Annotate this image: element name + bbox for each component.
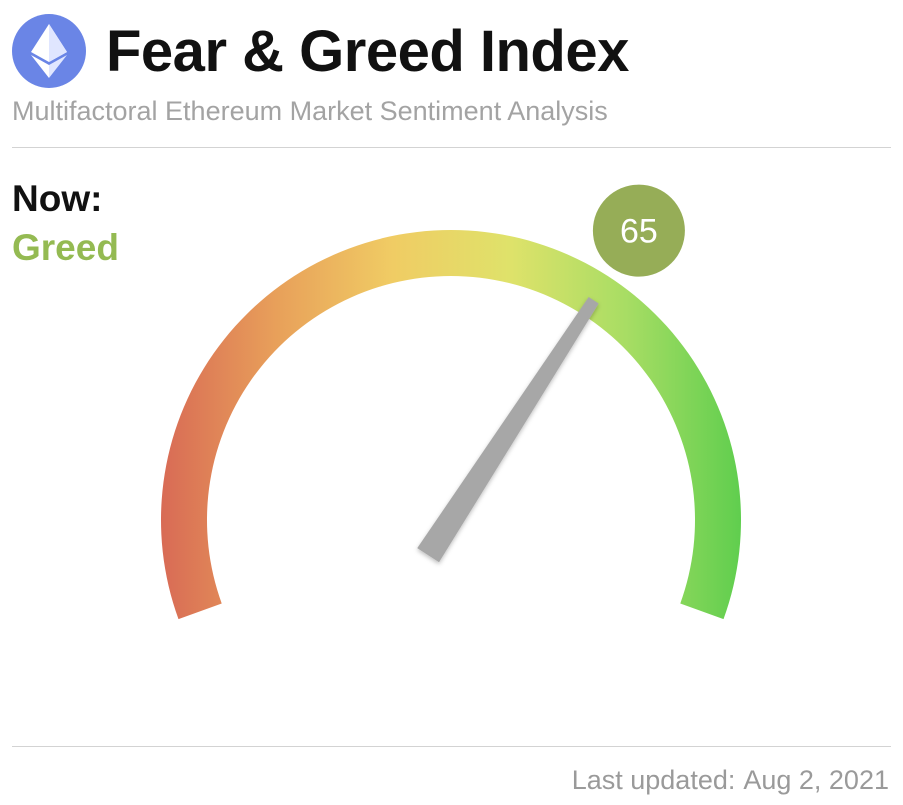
page-subtitle: Multifactoral Ethereum Market Sentiment …	[12, 96, 608, 126]
last-updated-label: Last updated:	[571, 765, 736, 795]
last-updated: Last updated: Aug 2, 2021	[572, 765, 889, 796]
bottom-divider	[12, 746, 891, 747]
top-divider	[12, 147, 891, 148]
gauge-needle	[417, 297, 599, 563]
page-title: Fear & Greed Index	[106, 18, 629, 84]
header: Fear & Greed Index	[12, 14, 629, 88]
gauge-value-badge	[592, 184, 685, 277]
ethereum-icon	[12, 14, 86, 88]
last-updated-date: Aug 2, 2021	[743, 765, 889, 795]
gauge-value-text: 65	[620, 213, 658, 251]
now-label: Now:	[12, 178, 103, 219]
sentiment-value: Greed	[12, 227, 119, 268]
gauge-arc	[160, 230, 741, 620]
